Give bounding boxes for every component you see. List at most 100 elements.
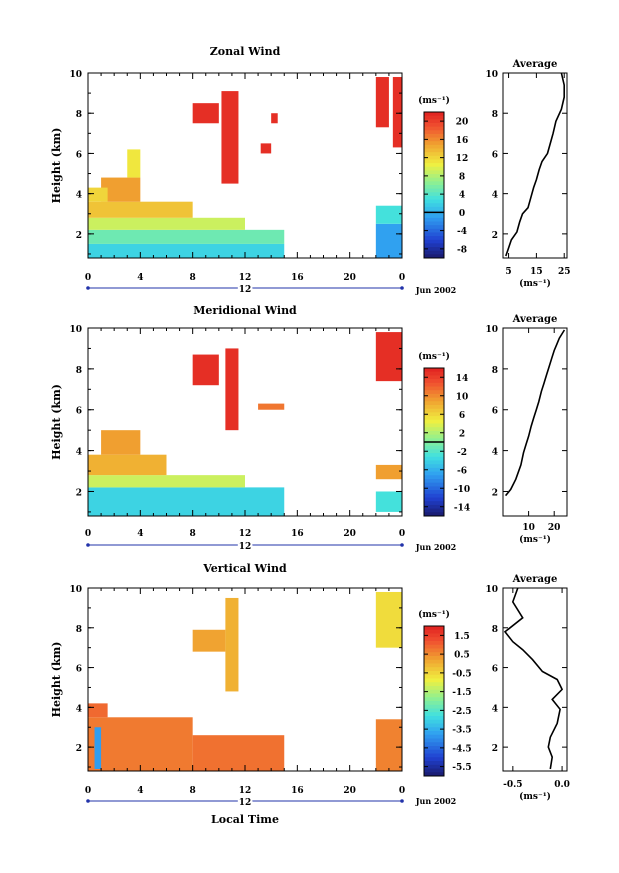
x-tick-label: 12 xyxy=(239,529,252,539)
average-profile-line xyxy=(504,329,566,497)
colorbar-cell xyxy=(424,490,444,495)
average-y-tick-label: 10 xyxy=(485,585,498,595)
data-cell xyxy=(375,77,389,128)
colorbar-cell xyxy=(424,174,444,179)
data-cell xyxy=(88,454,167,476)
day-bar-end xyxy=(400,799,404,803)
colorbar-tick-label: -10 xyxy=(454,485,470,495)
colorbar-cell xyxy=(424,727,444,732)
average-x-tick-label: -0.5 xyxy=(503,780,522,790)
data-cell xyxy=(192,629,226,652)
average-x-unit: (ms⁻¹) xyxy=(519,534,551,545)
date-label: Jun 2002 xyxy=(415,542,456,552)
panel-title: Zonal Wind xyxy=(210,45,281,58)
y-axis-label: Height (km) xyxy=(50,384,63,460)
colorbar-cell xyxy=(424,427,444,432)
data-cell xyxy=(258,403,285,410)
day-label: 12 xyxy=(239,285,252,295)
x-tick-label: 0 xyxy=(399,786,405,796)
colorbar-cell xyxy=(424,382,444,387)
colorbar-cell xyxy=(424,408,444,413)
data-cell xyxy=(88,201,193,218)
colorbar-cell xyxy=(424,419,444,424)
average-y-tick-label: 2 xyxy=(492,488,498,498)
colorbar-cell xyxy=(424,181,444,186)
colorbar-tick-label: -5.5 xyxy=(452,763,471,773)
colorbar-tick-label: -4 xyxy=(457,227,467,237)
colorbar-cell xyxy=(424,214,444,219)
colorbar-unit: (ms⁻¹) xyxy=(418,95,450,106)
average-title: Average xyxy=(512,314,558,325)
colorbar-tick-label: 8 xyxy=(459,172,465,182)
average-x-unit: (ms⁻¹) xyxy=(519,278,551,289)
day-bar-start xyxy=(86,543,90,547)
colorbar-cell xyxy=(424,144,444,149)
colorbar-cell xyxy=(424,479,444,484)
colorbar-cell xyxy=(424,701,444,706)
colorbar-cell xyxy=(424,453,444,458)
colorbar-tick-label: -2.5 xyxy=(452,707,471,717)
colorbar-cell xyxy=(424,438,444,443)
colorbar-cell xyxy=(424,641,444,646)
day-label: 12 xyxy=(239,542,252,552)
y-tick-label: 2 xyxy=(76,231,82,241)
colorbar-cell xyxy=(424,738,444,743)
date-label: Jun 2002 xyxy=(415,285,456,295)
colorbar-cell xyxy=(424,471,444,476)
x-axis-label: Local Time xyxy=(211,813,279,826)
colorbar-cell xyxy=(424,689,444,694)
colorbar-unit: (ms⁻¹) xyxy=(418,351,450,362)
colorbar-cell xyxy=(424,195,444,201)
colorbar-cell xyxy=(424,674,444,679)
colorbar-cell xyxy=(424,504,444,510)
average-frame xyxy=(502,587,568,772)
average-y-tick-label: 8 xyxy=(492,366,498,376)
data-cell xyxy=(192,354,219,386)
data-cell xyxy=(94,727,102,770)
date-label: Jun 2002 xyxy=(415,796,456,806)
average-y-tick-label: 10 xyxy=(485,70,498,80)
colorbar-cell xyxy=(424,221,444,226)
colorbar-cell xyxy=(424,371,444,376)
colorbar-cell xyxy=(424,445,444,450)
colorbar-unit: (ms⁻¹) xyxy=(418,609,450,620)
colorbar-cell xyxy=(424,434,444,439)
panel-title: Meridional Wind xyxy=(193,304,297,317)
data-cell xyxy=(392,77,402,148)
colorbar-cell xyxy=(424,719,444,724)
colorbar-cell xyxy=(424,475,444,480)
colorbar-cell xyxy=(424,682,444,687)
colorbar-cell xyxy=(424,633,444,638)
x-tick-label: 12 xyxy=(239,273,252,283)
colorbar-tick-label: 0.5 xyxy=(454,651,470,661)
colorbar-tick-label: 10 xyxy=(456,392,469,402)
x-tick-label: 16 xyxy=(291,273,304,283)
colorbar-cell xyxy=(424,512,444,517)
data-cell xyxy=(221,91,239,184)
colorbar-cell xyxy=(424,449,444,454)
data-cell xyxy=(375,591,402,648)
colorbar-cell xyxy=(424,177,444,182)
average-y-tick-label: 4 xyxy=(492,704,498,714)
colorbar-tick-label: 16 xyxy=(456,136,469,146)
day-label: 12 xyxy=(239,798,252,808)
x-tick-label: 0 xyxy=(85,273,91,283)
x-tick-label: 4 xyxy=(137,786,143,796)
average-y-tick-label: 2 xyxy=(492,231,498,241)
average-title: Average xyxy=(512,574,558,585)
average-frame xyxy=(502,327,568,517)
colorbar-cell xyxy=(424,753,444,758)
y-axis-label: Height (km) xyxy=(50,642,63,718)
colorbar-cell xyxy=(424,644,444,649)
colorbar-cell xyxy=(424,390,444,395)
y-tick-label: 10 xyxy=(69,325,82,335)
colorbar-cell xyxy=(424,704,444,709)
y-tick-label: 6 xyxy=(76,407,82,417)
colorbar-cell xyxy=(424,112,444,117)
data-cell xyxy=(88,717,193,771)
colorbar-cell xyxy=(424,137,444,142)
colorbar-tick-label: 6 xyxy=(459,411,465,421)
data-cell xyxy=(375,719,402,771)
